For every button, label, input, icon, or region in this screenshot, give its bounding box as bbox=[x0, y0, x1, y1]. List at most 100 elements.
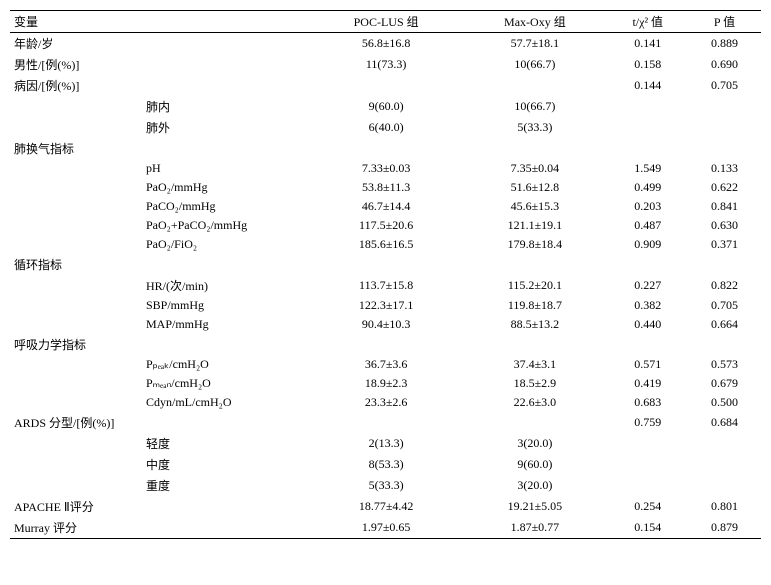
cell-group1: 18.77±4.42 bbox=[310, 496, 462, 517]
cell-group1: 1.97±0.65 bbox=[310, 517, 462, 539]
cell-subcategory bbox=[138, 496, 310, 517]
cell-group2: 121.1±19.1 bbox=[462, 216, 607, 235]
cell-variable bbox=[10, 275, 138, 296]
cell-group2: 5(33.3) bbox=[462, 117, 607, 138]
cell-pvalue: 0.705 bbox=[688, 75, 761, 96]
cell-group1: 2(13.3) bbox=[310, 433, 462, 454]
cell-pvalue: 0.705 bbox=[688, 296, 761, 315]
cell-group2: 57.7±18.1 bbox=[462, 33, 607, 55]
table-row: SBP/mmHg122.3±17.1119.8±18.70.3820.705 bbox=[10, 296, 761, 315]
cell-group1: 53.8±11.3 bbox=[310, 178, 462, 197]
cell-stat bbox=[608, 96, 688, 117]
cell-group1 bbox=[310, 138, 462, 159]
header-pvalue: P 值 bbox=[688, 11, 761, 33]
cell-group1: 113.7±15.8 bbox=[310, 275, 462, 296]
cell-stat bbox=[608, 475, 688, 496]
cell-subcategory: PaO₂/FiO₂ bbox=[138, 235, 310, 254]
cell-subcategory bbox=[138, 54, 310, 75]
cell-pvalue bbox=[688, 433, 761, 454]
cell-group2: 10(66.7) bbox=[462, 54, 607, 75]
cell-pvalue: 0.622 bbox=[688, 178, 761, 197]
cell-group2: 37.4±3.1 bbox=[462, 355, 607, 374]
cell-group1: 185.6±16.5 bbox=[310, 235, 462, 254]
header-group2: Max-Oxy 组 bbox=[462, 11, 607, 33]
table-row: 肺换气指标 bbox=[10, 138, 761, 159]
cell-variable: 年龄/岁 bbox=[10, 33, 138, 55]
cell-variable: 呼吸力学指标 bbox=[10, 334, 138, 355]
cell-variable bbox=[10, 197, 138, 216]
cell-stat: 0.203 bbox=[608, 197, 688, 216]
table-row: 循环指标 bbox=[10, 254, 761, 275]
cell-stat: 0.382 bbox=[608, 296, 688, 315]
cell-group2: 179.8±18.4 bbox=[462, 235, 607, 254]
cell-stat: 0.227 bbox=[608, 275, 688, 296]
cell-pvalue bbox=[688, 454, 761, 475]
cell-group1: 117.5±20.6 bbox=[310, 216, 462, 235]
table-row: pH7.33±0.037.35±0.041.5490.133 bbox=[10, 159, 761, 178]
cell-group2: 22.6±3.0 bbox=[462, 393, 607, 412]
cell-subcategory: Pₚₑₐₖ/cmH₂O bbox=[138, 355, 310, 374]
cell-subcategory: Pₘₑₐₙ/cmH₂O bbox=[138, 374, 310, 393]
cell-pvalue: 0.630 bbox=[688, 216, 761, 235]
cell-stat: 0.759 bbox=[608, 412, 688, 433]
table-row: PaO₂+PaCO₂/mmHg117.5±20.6121.1±19.10.487… bbox=[10, 216, 761, 235]
cell-subcategory: 肺内 bbox=[138, 96, 310, 117]
cell-subcategory bbox=[138, 75, 310, 96]
cell-variable bbox=[10, 454, 138, 475]
table-row: MAP/mmHg90.4±10.388.5±13.20.4400.664 bbox=[10, 315, 761, 334]
header-group1: POC-LUS 组 bbox=[310, 11, 462, 33]
cell-group1: 5(33.3) bbox=[310, 475, 462, 496]
cell-stat: 0.154 bbox=[608, 517, 688, 539]
table-row: PaO₂/FiO₂185.6±16.5179.8±18.40.9090.371 bbox=[10, 235, 761, 254]
cell-variable: 病因/[例(%)] bbox=[10, 75, 138, 96]
table-row: Pₚₑₐₖ/cmH₂O36.7±3.637.4±3.10.5710.573 bbox=[10, 355, 761, 374]
cell-pvalue: 0.889 bbox=[688, 33, 761, 55]
cell-group2: 119.8±18.7 bbox=[462, 296, 607, 315]
cell-group2: 3(20.0) bbox=[462, 475, 607, 496]
cell-subcategory: Cdyn/mL/cmH₂O bbox=[138, 393, 310, 412]
cell-pvalue: 0.133 bbox=[688, 159, 761, 178]
table-row: 中度8(53.3)9(60.0) bbox=[10, 454, 761, 475]
cell-group1 bbox=[310, 412, 462, 433]
cell-group2: 7.35±0.04 bbox=[462, 159, 607, 178]
table-row: APACHE Ⅱ评分18.77±4.4219.21±5.050.2540.801 bbox=[10, 496, 761, 517]
cell-group2: 9(60.0) bbox=[462, 454, 607, 475]
cell-group2: 115.2±20.1 bbox=[462, 275, 607, 296]
cell-group1 bbox=[310, 75, 462, 96]
cell-pvalue: 0.500 bbox=[688, 393, 761, 412]
cell-group2: 18.5±2.9 bbox=[462, 374, 607, 393]
cell-pvalue bbox=[688, 117, 761, 138]
cell-subcategory bbox=[138, 254, 310, 275]
table-row: Murray 评分1.97±0.651.87±0.770.1540.879 bbox=[10, 517, 761, 539]
cell-group2 bbox=[462, 334, 607, 355]
cell-stat: 0.440 bbox=[608, 315, 688, 334]
cell-group2 bbox=[462, 254, 607, 275]
cell-group2 bbox=[462, 75, 607, 96]
cell-variable: 肺换气指标 bbox=[10, 138, 138, 159]
cell-subcategory: MAP/mmHg bbox=[138, 315, 310, 334]
table-row: Cdyn/mL/cmH₂O23.3±2.622.6±3.00.6830.500 bbox=[10, 393, 761, 412]
cell-pvalue: 0.573 bbox=[688, 355, 761, 374]
cell-variable bbox=[10, 393, 138, 412]
cell-pvalue bbox=[688, 334, 761, 355]
cell-variable bbox=[10, 96, 138, 117]
cell-subcategory bbox=[138, 138, 310, 159]
table-row: PaCO₂/mmHg46.7±14.445.6±15.30.2030.841 bbox=[10, 197, 761, 216]
cell-subcategory: pH bbox=[138, 159, 310, 178]
cell-stat bbox=[608, 433, 688, 454]
cell-group1: 23.3±2.6 bbox=[310, 393, 462, 412]
cell-subcategory: 轻度 bbox=[138, 433, 310, 454]
cell-pvalue: 0.841 bbox=[688, 197, 761, 216]
clinical-data-table: 变量 POC-LUS 组 Max-Oxy 组 t/χ² 值 P 值 年龄/岁56… bbox=[10, 10, 761, 539]
cell-group1: 46.7±14.4 bbox=[310, 197, 462, 216]
cell-group2: 88.5±13.2 bbox=[462, 315, 607, 334]
cell-group2: 45.6±15.3 bbox=[462, 197, 607, 216]
table-row: PaO₂/mmHg53.8±11.351.6±12.80.4990.622 bbox=[10, 178, 761, 197]
cell-group1: 122.3±17.1 bbox=[310, 296, 462, 315]
cell-pvalue: 0.801 bbox=[688, 496, 761, 517]
cell-subcategory bbox=[138, 412, 310, 433]
table-row: 病因/[例(%)]0.1440.705 bbox=[10, 75, 761, 96]
header-variable: 变量 bbox=[10, 11, 310, 33]
cell-variable: APACHE Ⅱ评分 bbox=[10, 496, 138, 517]
cell-group1: 6(40.0) bbox=[310, 117, 462, 138]
